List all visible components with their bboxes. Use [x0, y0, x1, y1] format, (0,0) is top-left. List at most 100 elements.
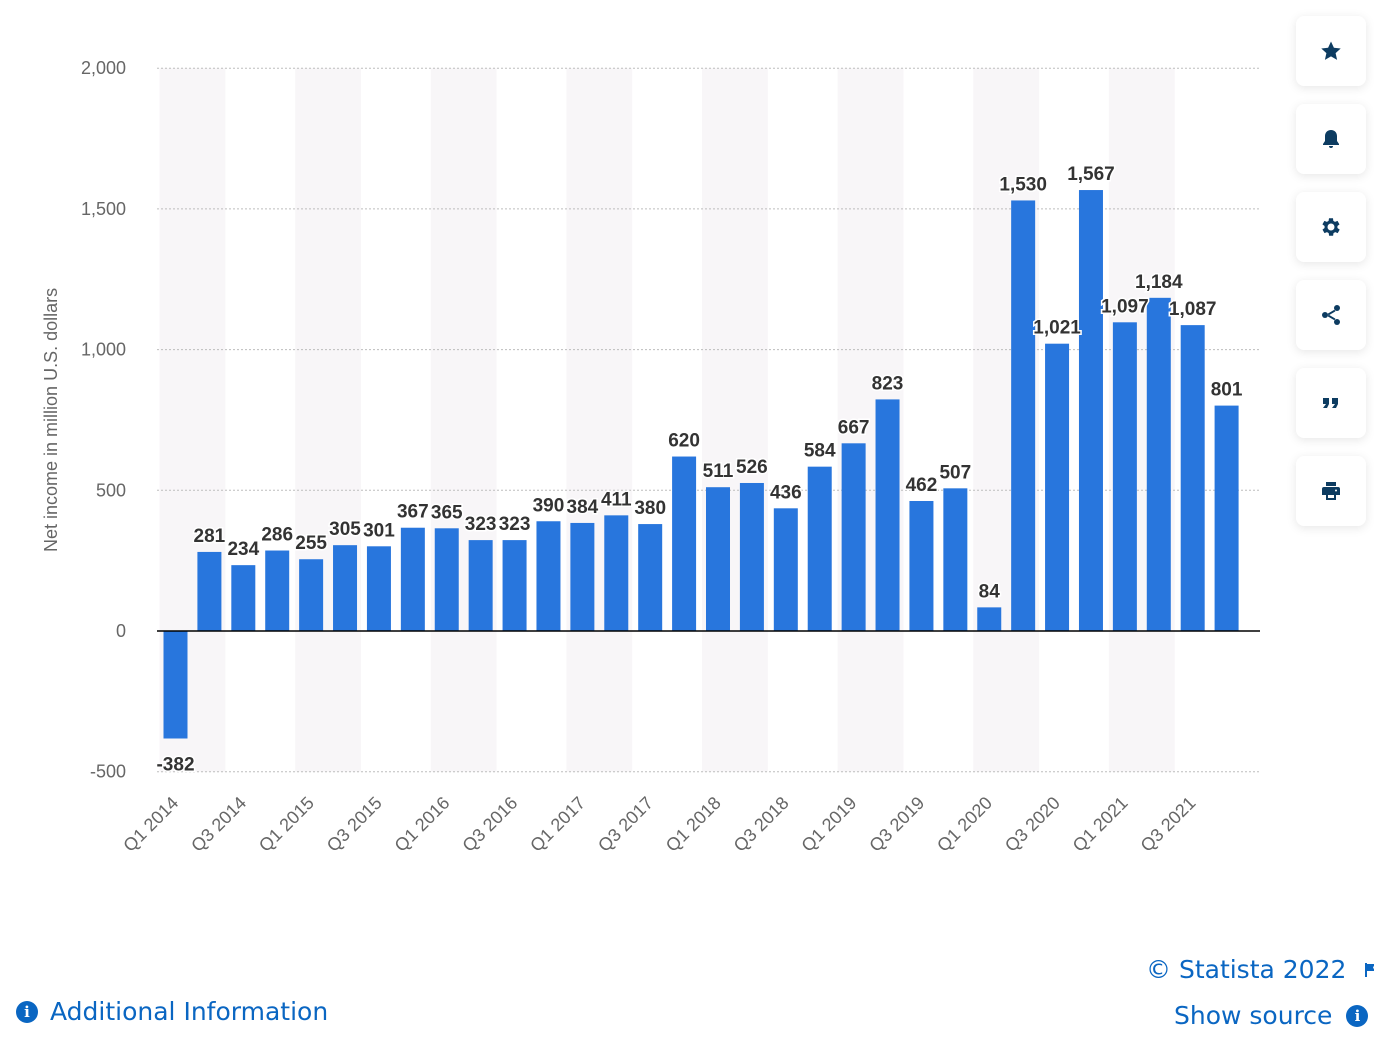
- bar: [1146, 297, 1171, 631]
- bar: [536, 521, 561, 631]
- data-label: 384: [567, 497, 599, 518]
- x-tick-label: Q3 2019: [865, 793, 928, 856]
- x-tick-label: Q3 2014: [187, 793, 250, 856]
- x-tick-label: Q3 2016: [458, 793, 521, 856]
- bell-icon: [1323, 130, 1339, 148]
- bar: [638, 524, 663, 631]
- info-icon: i: [16, 1000, 38, 1023]
- bar: [706, 487, 730, 631]
- x-tick-label: Q1 2017: [526, 793, 589, 856]
- info-icon: i: [1346, 1004, 1369, 1027]
- data-label: 1,021: [1033, 318, 1081, 339]
- data-label: 801: [1211, 380, 1243, 401]
- data-label: 1,567: [1067, 164, 1115, 185]
- bar: [1011, 200, 1036, 631]
- bar: [943, 488, 968, 631]
- y-tick-label: 2,000: [81, 58, 126, 78]
- data-label: 511: [703, 461, 734, 482]
- data-label: 365: [431, 502, 463, 523]
- star-icon: [1321, 41, 1341, 60]
- bar: [1078, 190, 1103, 631]
- chart-area: -500 0 500 1,000 1,500 2,000 Net income in mil…: [41, 58, 1260, 856]
- data-label: 462: [906, 475, 938, 496]
- data-label: 367: [397, 502, 429, 523]
- bar: [773, 508, 798, 631]
- share-icon: [1322, 305, 1340, 325]
- bar: [1112, 322, 1137, 631]
- y-tick-label: 1,500: [81, 199, 126, 219]
- gear-icon: [1322, 218, 1340, 236]
- data-label: 620: [668, 431, 700, 452]
- data-label: 380: [634, 498, 666, 519]
- x-tick-label: Q1 2020: [933, 793, 996, 856]
- show-source-link[interactable]: Show source i: [1174, 1001, 1369, 1030]
- x-tick-label: Q1 2014: [119, 793, 182, 856]
- print-icon: [1322, 482, 1340, 500]
- quote-icon: [1323, 398, 1338, 408]
- background-stripe: [702, 68, 768, 772]
- bar: [672, 456, 697, 631]
- bar: [265, 550, 290, 631]
- x-tick-label: Q1 2019: [797, 793, 860, 856]
- bar: [570, 522, 595, 631]
- x-tick-label: Q1 2018: [662, 793, 725, 856]
- bar: [604, 515, 629, 631]
- print-button[interactable]: [1296, 456, 1366, 526]
- x-tick-label: Q1 2021: [1069, 793, 1132, 856]
- data-label: 305: [329, 519, 361, 540]
- bar: [1180, 325, 1205, 631]
- data-label: 436: [770, 482, 802, 503]
- data-label: 323: [499, 514, 531, 535]
- bar: [977, 607, 1002, 631]
- bar: [434, 528, 459, 631]
- bar: [231, 565, 256, 631]
- data-label: 281: [194, 526, 226, 547]
- flag-icon: [1365, 962, 1374, 977]
- data-label: 1,087: [1169, 299, 1217, 320]
- x-tick-label: Q3 2017: [594, 793, 657, 856]
- background-stripe: [295, 68, 361, 772]
- bar: [468, 540, 493, 631]
- settings-button[interactable]: [1296, 192, 1366, 262]
- data-label: 1,530: [999, 174, 1047, 195]
- bar: [909, 500, 934, 631]
- bar: [739, 482, 764, 631]
- data-label: 323: [465, 514, 497, 535]
- y-tick-label: -500: [90, 762, 126, 782]
- show-source-text: Show source: [1174, 1001, 1333, 1030]
- data-label: 507: [939, 462, 971, 483]
- bar: [1214, 405, 1239, 631]
- favorite-button[interactable]: [1296, 16, 1366, 86]
- background-stripe: [430, 68, 497, 772]
- data-label: 526: [736, 457, 768, 478]
- y-tick-label: 1,000: [81, 340, 126, 360]
- data-label: 390: [533, 495, 565, 516]
- data-label: 667: [838, 417, 870, 438]
- data-label: 1,097: [1101, 296, 1149, 317]
- bar: [1045, 343, 1070, 631]
- background-stripe: [566, 68, 633, 772]
- data-label: 411: [601, 489, 632, 510]
- data-label: 584: [804, 441, 836, 462]
- bar: [163, 631, 188, 739]
- x-tick-label: Q1 2015: [255, 793, 318, 856]
- data-label: 286: [261, 525, 293, 546]
- x-tick-label: Q3 2018: [730, 793, 793, 856]
- share-button[interactable]: [1296, 280, 1366, 350]
- data-label: 84: [979, 581, 1001, 602]
- bar: [197, 551, 222, 631]
- y-tick-label: 0: [116, 621, 126, 641]
- bar: [875, 399, 900, 631]
- copyright-link[interactable]: © Statista 2022: [1146, 955, 1374, 984]
- y-tick-label: 500: [96, 480, 126, 500]
- data-label: 301: [363, 520, 395, 541]
- notification-button[interactable]: [1296, 104, 1366, 174]
- y-axis-label: Net income in million U.S. dollars: [41, 288, 61, 552]
- data-label: 1,184: [1135, 272, 1183, 293]
- x-tick-label: Q3 2015: [323, 793, 386, 856]
- additional-information-link[interactable]: i Additional Information: [16, 997, 328, 1026]
- bar: [366, 546, 391, 631]
- bar: [333, 545, 358, 631]
- x-tick-label: Q3 2020: [1001, 793, 1064, 856]
- cite-button[interactable]: [1296, 368, 1366, 438]
